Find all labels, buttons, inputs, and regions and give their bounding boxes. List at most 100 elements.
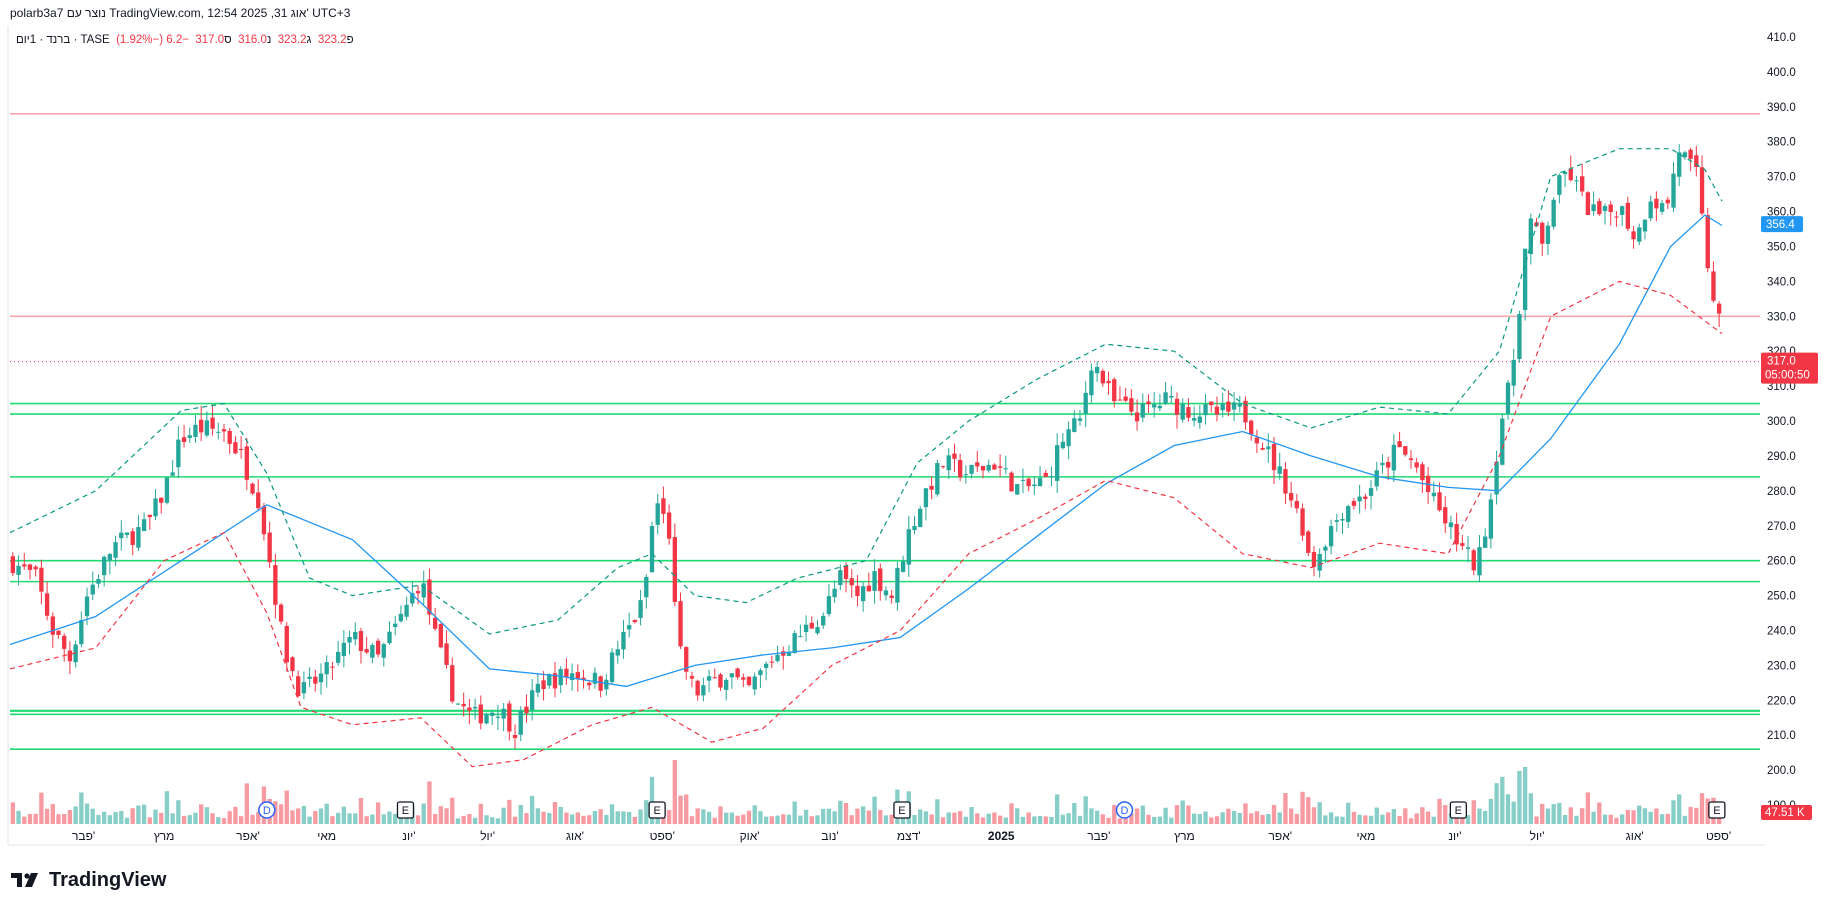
volume-bar — [1568, 807, 1573, 824]
volume-bar — [1123, 814, 1128, 824]
volume-bar — [832, 811, 837, 824]
volume-bar — [935, 799, 940, 824]
candle-body — [1311, 552, 1317, 567]
candle-body — [1460, 543, 1465, 546]
candle-body — [609, 652, 615, 683]
volume-bar — [1614, 817, 1619, 824]
candle-body — [558, 669, 563, 686]
earnings-marker — [396, 801, 415, 819]
volume-bar — [1237, 813, 1242, 824]
volume-bar — [313, 811, 318, 824]
volume-bar — [330, 816, 335, 824]
volume-bar — [735, 815, 740, 824]
candle-body — [62, 635, 67, 649]
volume-bar — [353, 813, 358, 824]
y-tick-label: 250.0 — [1767, 591, 1796, 603]
candle-body — [393, 623, 398, 627]
candle-body — [992, 464, 997, 470]
volume-bar — [1471, 800, 1476, 824]
open-value: 323.2 — [317, 34, 347, 46]
volume-bar — [1180, 800, 1185, 824]
candle-body — [267, 532, 272, 563]
volume-bar — [181, 815, 187, 824]
candle-body — [906, 529, 911, 565]
candle-body — [113, 542, 118, 558]
volume-bar — [79, 792, 84, 824]
candle-body — [1574, 180, 1579, 182]
candle-body — [313, 676, 318, 684]
band-upper-line — [9, 148, 1723, 635]
volume-bar — [461, 815, 466, 824]
volume-bar — [1112, 804, 1117, 824]
candle-body — [176, 439, 181, 468]
candle-body — [535, 683, 541, 693]
price-chart[interactable]: 190.0200.0210.0220.0230.0240.0250.0260.0… — [0, 0, 1835, 860]
candle-body — [957, 460, 963, 478]
earnings-marker-label: E — [1455, 805, 1462, 817]
candle-body — [763, 663, 769, 668]
volume-bar — [792, 801, 797, 824]
volume-bar — [1003, 817, 1008, 824]
close-value: 317.0 — [195, 34, 225, 46]
candle-body — [1437, 492, 1442, 511]
volume-bar — [84, 803, 90, 824]
volume-bar — [1134, 808, 1140, 824]
candle-body — [627, 625, 632, 630]
volume-bar — [912, 815, 917, 824]
y-tick-label: 370.0 — [1767, 172, 1796, 184]
candle-body — [273, 565, 278, 605]
candle-body — [1602, 206, 1608, 211]
volume-bar — [364, 816, 369, 824]
volume-bar — [997, 815, 1003, 824]
candle-body — [1163, 392, 1168, 404]
candle-body — [370, 644, 375, 658]
volume-bar — [815, 815, 820, 824]
volume-bar — [1403, 808, 1408, 824]
y-tick-label: 300.0 — [1767, 416, 1796, 428]
candle-body — [569, 673, 575, 681]
volume-bar — [1477, 808, 1482, 824]
volume-bar — [1642, 808, 1648, 824]
candle-body — [204, 420, 210, 436]
volume-bar — [803, 809, 809, 824]
change-value: −6.2 (−1.92%) — [116, 34, 189, 46]
candle-body — [164, 477, 170, 503]
volume-bar — [826, 808, 832, 824]
candle-body — [1619, 206, 1625, 215]
tradingview-logo: TradingView — [11, 869, 166, 892]
ma-price-tag — [1761, 216, 1803, 233]
candle-body — [1288, 493, 1294, 501]
y-tick-label: 260.0 — [1767, 556, 1796, 568]
volume-bar — [1203, 811, 1208, 824]
volume-bar — [689, 816, 695, 824]
candle-body — [564, 668, 569, 678]
candle-body — [432, 617, 438, 629]
volume-bar — [101, 811, 107, 824]
y-tick-label: 230.0 — [1767, 660, 1796, 672]
candle-body — [815, 627, 820, 634]
volume-bar — [136, 805, 141, 824]
candle-body — [524, 706, 529, 714]
candle-body — [1032, 484, 1037, 487]
candle-body — [1152, 404, 1157, 408]
candle-body — [975, 462, 980, 467]
candle-body — [1431, 492, 1436, 497]
volume-bar — [769, 816, 775, 824]
moving-average-line — [9, 214, 1723, 688]
candle-body — [398, 613, 404, 622]
volume-bar — [507, 799, 512, 824]
candle-body — [1648, 201, 1653, 219]
volume-bar — [1043, 816, 1048, 824]
volume-bar — [199, 804, 204, 824]
volume-bar — [50, 803, 55, 824]
candle-body — [1209, 401, 1214, 406]
candle-body — [358, 631, 364, 652]
volume-bar — [1488, 798, 1494, 824]
volume-bar — [130, 808, 135, 824]
volume-bar — [678, 795, 683, 824]
candle-body — [860, 586, 866, 602]
volume-bar — [1528, 793, 1533, 824]
volume-bar — [290, 810, 295, 824]
volume-bar — [375, 802, 381, 824]
volume-bar — [44, 808, 50, 824]
